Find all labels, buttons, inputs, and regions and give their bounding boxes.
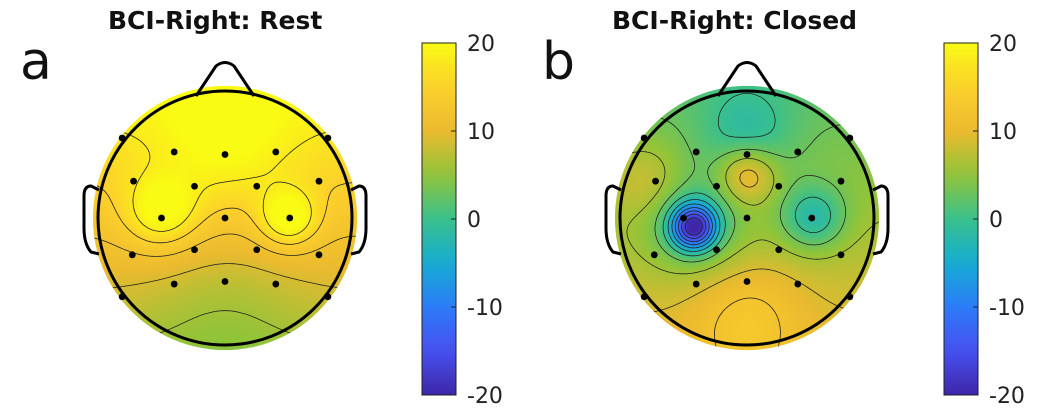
right-ear-icon xyxy=(350,184,368,256)
electrode-5 xyxy=(324,134,332,142)
electrode-18 xyxy=(170,280,178,288)
electrode-12 xyxy=(808,214,816,222)
electrode-14 xyxy=(191,246,198,254)
chart-title: BCI-Right: Closed xyxy=(612,6,858,35)
electrode-8 xyxy=(775,182,783,190)
panel-letter: a xyxy=(20,32,52,92)
electrode-9 xyxy=(315,177,323,185)
electrode-15 xyxy=(775,246,783,254)
electrode-19 xyxy=(221,278,229,285)
electrode-17 xyxy=(640,293,648,301)
electrode-13 xyxy=(128,251,136,259)
electrode-11 xyxy=(221,214,229,222)
electrode-6 xyxy=(130,177,137,185)
electrode-7 xyxy=(191,182,198,190)
electrode-11 xyxy=(743,214,751,222)
topoplot-panel-a: BCI-Right: Rest a 20 10 0 -10 -20 xyxy=(0,0,531,417)
electrode-5 xyxy=(846,134,854,142)
electrode-2 xyxy=(170,148,178,156)
electrode-10 xyxy=(158,214,165,222)
electrode-6 xyxy=(652,177,659,185)
colorbar-tick-label: -20 xyxy=(467,384,503,409)
topoplot-panel-b: BCI-Right: Closed b 20 10 0 -10 -20 xyxy=(522,0,1053,417)
electrode-17 xyxy=(118,293,126,301)
electrode-4 xyxy=(272,148,280,156)
electrode-12 xyxy=(286,214,294,222)
left-ear-icon xyxy=(82,184,100,256)
colorbar-tick-label: -20 xyxy=(989,384,1025,409)
electrode-3 xyxy=(221,151,229,158)
electrode-1 xyxy=(118,134,126,142)
colorbar-tick-label: -10 xyxy=(989,296,1025,321)
chart-title: BCI-Right: Rest xyxy=(108,6,323,35)
colorbar xyxy=(421,42,457,396)
head-outline xyxy=(618,89,876,347)
colorbar-tick-label: 20 xyxy=(467,32,495,57)
electrode-21 xyxy=(324,293,332,301)
electrode-13 xyxy=(650,251,658,259)
colorbar-tick-label: 20 xyxy=(989,32,1017,57)
electrode-21 xyxy=(846,293,854,301)
colorbar-tick-label: 0 xyxy=(989,208,1003,233)
electrode-14 xyxy=(713,246,720,254)
electrode-7 xyxy=(713,182,720,190)
electrode-3 xyxy=(743,151,751,158)
electrode-10 xyxy=(680,214,687,222)
right-ear-icon xyxy=(872,184,890,256)
head-outline xyxy=(96,89,354,347)
electrode-20 xyxy=(272,280,280,288)
panel-letter: b xyxy=(542,32,576,92)
colorbar-tick-label: 10 xyxy=(989,120,1017,145)
electrode-8 xyxy=(253,182,261,190)
colorbar-tick-label: 10 xyxy=(467,120,495,145)
left-ear-icon xyxy=(604,184,622,256)
electrode-19 xyxy=(743,278,751,285)
colorbar-tick-label: -10 xyxy=(467,296,503,321)
electrode-16 xyxy=(837,251,845,259)
topoplot-svg: 20 10 0 -10 -20 xyxy=(82,32,503,409)
electrode-4 xyxy=(794,148,802,156)
electrode-20 xyxy=(794,280,802,288)
nose-icon xyxy=(194,61,256,97)
electrode-18 xyxy=(692,280,700,288)
contour-lines xyxy=(614,92,880,351)
electrode-15 xyxy=(253,246,261,254)
colorbar-tick-label: 0 xyxy=(467,208,481,233)
nose-icon xyxy=(716,61,778,97)
electrode-1 xyxy=(640,134,648,142)
electrode-9 xyxy=(837,177,845,185)
electrode-16 xyxy=(315,251,323,259)
electrode-2 xyxy=(692,148,700,156)
topoplot-svg: 20 10 0 -10 -20 xyxy=(604,32,1025,409)
colorbar xyxy=(943,42,979,396)
